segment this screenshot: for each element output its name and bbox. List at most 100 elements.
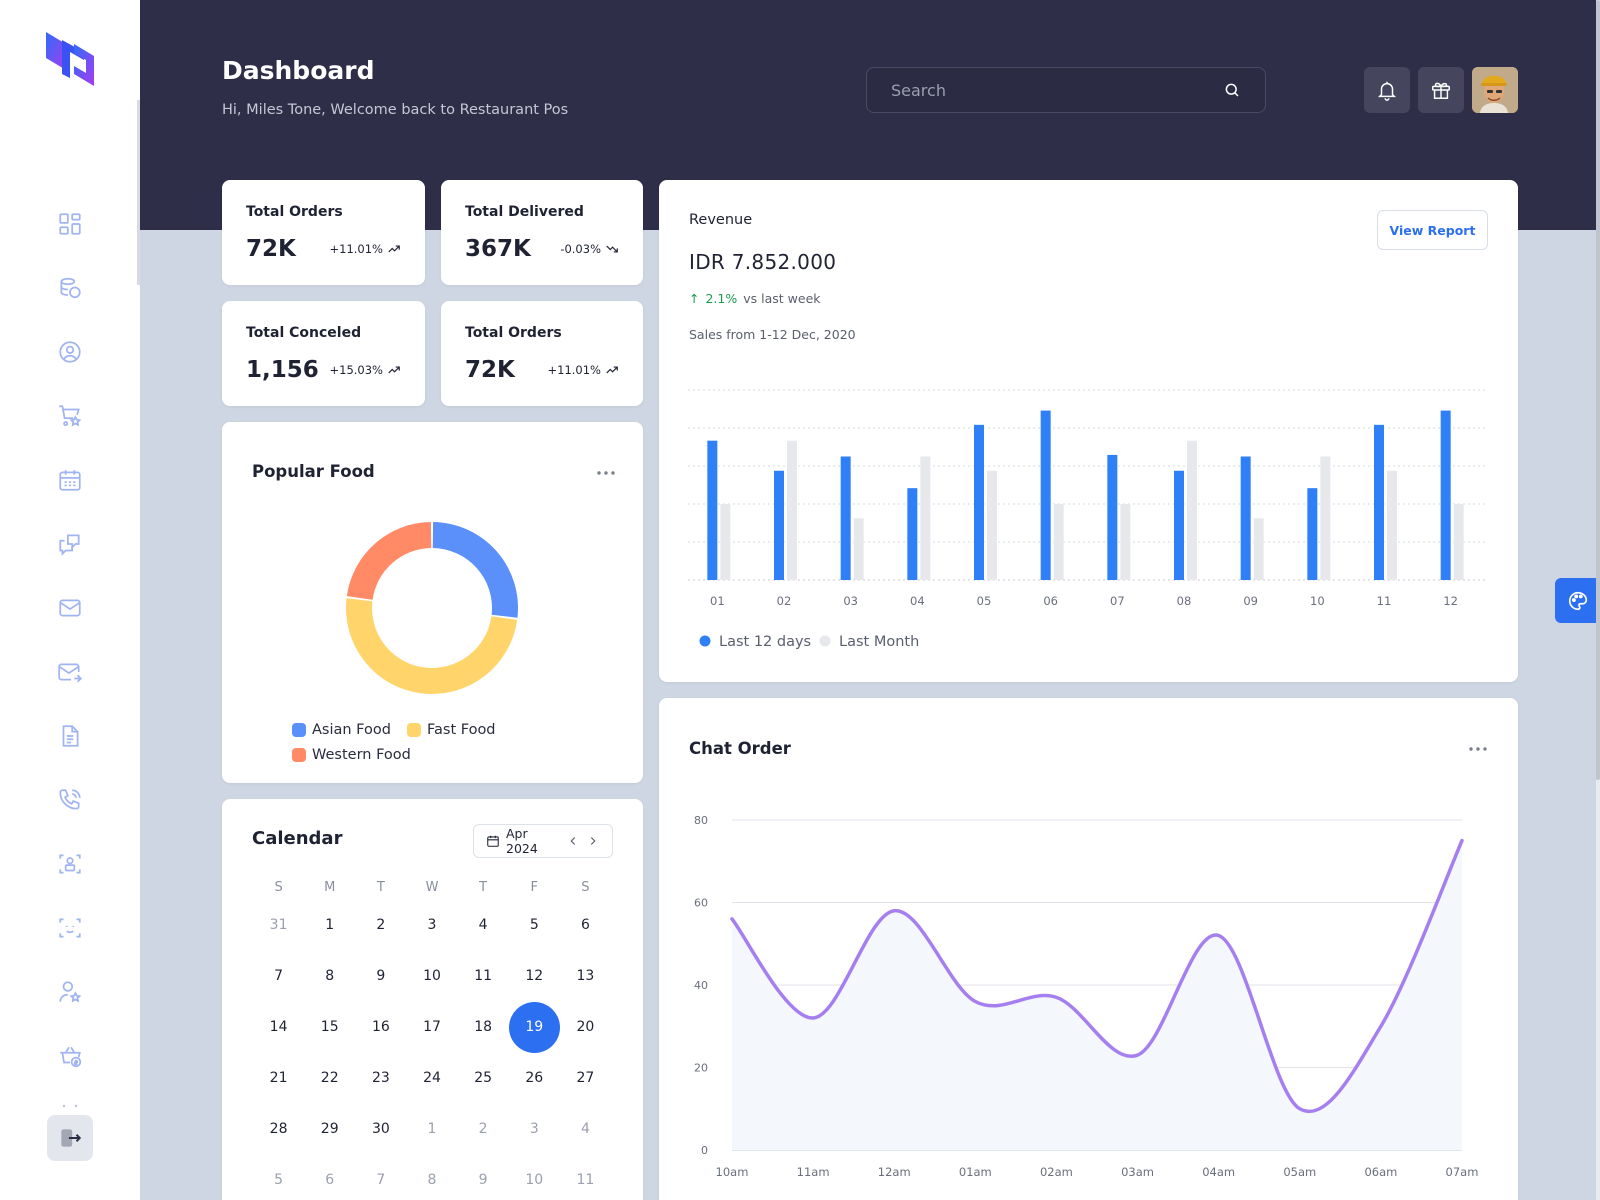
calendar-day[interactable]: 7: [376, 1172, 386, 1188]
sidebar-item-orders[interactable]: [46, 394, 94, 438]
calendar-day[interactable]: 4: [580, 1121, 590, 1137]
x-tick-label: 05am: [1283, 1165, 1316, 1179]
calendar-day[interactable]: 22: [320, 1070, 339, 1086]
calendar-day[interactable]: 11: [474, 968, 493, 984]
theme-customizer-button[interactable]: [1555, 578, 1600, 623]
x-tick-label: 06am: [1364, 1165, 1397, 1179]
next-month-button[interactable]: [586, 834, 600, 848]
calendar-day[interactable]: 8: [427, 1172, 437, 1188]
donut-slice-western-food: [346, 522, 432, 600]
calendar-day[interactable]: 25: [474, 1070, 493, 1086]
sidebar-item-calls[interactable]: [46, 778, 94, 822]
bar-last-month-02: [787, 440, 797, 580]
calendar-day[interactable]: 16: [371, 1019, 390, 1035]
calendar-day[interactable]: 20: [576, 1019, 595, 1035]
legend-item-fast-food: Fast Food: [407, 722, 496, 738]
legend-label: Fast Food: [427, 722, 496, 738]
page-scrollbar-thumb[interactable]: [1596, 0, 1600, 780]
calendar-day[interactable]: 13: [576, 968, 595, 984]
calendar-day[interactable]: 6: [325, 1172, 335, 1188]
mail-send-icon: [58, 663, 83, 683]
x-tick-label: 05: [977, 594, 992, 608]
sidebar-item-mail[interactable]: [46, 586, 94, 630]
calendar-day[interactable]: 27: [576, 1070, 595, 1086]
bar-last-month-06: [1053, 504, 1064, 580]
donut-slice-asian-food: [432, 522, 518, 618]
calendar-day[interactable]: 24: [423, 1070, 441, 1086]
x-tick-label: 07am: [1446, 1165, 1479, 1179]
sidebar-item-mail-send[interactable]: [46, 650, 94, 694]
stat-value: 72K: [246, 236, 296, 262]
sidebar-item-staff[interactable]: [46, 970, 94, 1014]
avatar[interactable]: [1472, 67, 1518, 113]
calendar-day[interactable]: 18: [474, 1019, 493, 1035]
calendar-card: [222, 799, 643, 1200]
popular-food-title: Popular Food: [252, 462, 375, 481]
app-logo[interactable]: [44, 30, 96, 88]
stat-change: -0.03%: [560, 242, 619, 256]
calendar-day[interactable]: 1: [325, 917, 335, 933]
calendar-day[interactable]: 3: [427, 917, 437, 933]
calendar-day[interactable]: 12: [525, 968, 544, 984]
logout-icon: [61, 1129, 82, 1147]
sidebar-item-documents[interactable]: [46, 714, 94, 758]
sidebar-item-security[interactable]: [46, 842, 94, 886]
view-report-button[interactable]: View Report: [1377, 210, 1488, 250]
page-scrollbar[interactable]: [1596, 0, 1600, 1200]
sidebar-item-chat[interactable]: [46, 522, 94, 566]
calendar-day-selected[interactable]: 19: [508, 1002, 560, 1053]
calendar-day[interactable]: 2: [376, 917, 386, 933]
trend-down-icon: [606, 245, 618, 253]
cart-star-icon: [59, 405, 82, 427]
sidebar-item-dashboard[interactable]: [46, 202, 94, 246]
calendar-day[interactable]: 9: [376, 968, 386, 984]
calendar-day[interactable]: 17: [423, 1019, 441, 1035]
calendar-day[interactable]: 2: [478, 1121, 488, 1137]
calendar-day[interactable]: 31: [269, 917, 288, 933]
sidebar-item-sales[interactable]: [46, 1034, 94, 1078]
calendar-day[interactable]: 15: [320, 1019, 339, 1035]
calendar-day[interactable]: 23: [371, 1070, 390, 1086]
stat-value: 1,156: [246, 357, 319, 383]
calendar-day[interactable]: 29: [320, 1121, 339, 1137]
chevron-right-icon: [590, 837, 596, 845]
calendar-day[interactable]: 21: [269, 1070, 288, 1086]
more-options-icon[interactable]: [595, 468, 617, 478]
stat-change-value: +15.03%: [329, 363, 384, 377]
notifications-button[interactable]: [1364, 67, 1410, 113]
calendar-day[interactable]: 6: [580, 917, 590, 933]
search-icon[interactable]: [1223, 81, 1241, 99]
calendar-day[interactable]: 10: [525, 1172, 544, 1188]
sidebar-item-database[interactable]: [46, 266, 94, 310]
search-bar[interactable]: [866, 67, 1266, 113]
calendar-day[interactable]: 7: [274, 968, 284, 984]
sidebar-item-face-scan[interactable]: [46, 906, 94, 950]
bar-last-12-days-06: [1040, 410, 1051, 580]
calendar-week: 28 29 30 1 2 3 4: [253, 1104, 611, 1155]
calendar-day[interactable]: 4: [478, 917, 488, 933]
month-picker[interactable]: Apr 2024: [473, 824, 613, 858]
sidebar-item-calendar[interactable]: [46, 458, 94, 502]
prev-month-button[interactable]: [566, 834, 580, 848]
more-options-icon[interactable]: [1467, 744, 1489, 754]
sidebar-scrollbar[interactable]: [137, 100, 140, 285]
calendar-day[interactable]: 30: [371, 1121, 390, 1137]
calendar-day[interactable]: 8: [325, 968, 335, 984]
legend-swatch: [292, 723, 306, 737]
calendar-day[interactable]: 11: [576, 1172, 595, 1188]
sidebar-item-profile[interactable]: [46, 330, 94, 374]
calendar-day[interactable]: 1: [427, 1121, 437, 1137]
calendar-day[interactable]: 10: [423, 968, 441, 984]
calendar-day[interactable]: 28: [269, 1121, 288, 1137]
x-tick-label: 09: [1243, 594, 1258, 608]
calendar-day[interactable]: 9: [478, 1172, 488, 1188]
calendar-day[interactable]: 3: [529, 1121, 539, 1137]
calendar-day[interactable]: 14: [269, 1019, 288, 1035]
logout-button[interactable]: [47, 1115, 93, 1161]
calendar-day[interactable]: 5: [529, 917, 539, 933]
search-input[interactable]: [891, 80, 1223, 100]
calendar-day[interactable]: 5: [274, 1172, 284, 1188]
gifts-button[interactable]: [1418, 67, 1464, 113]
calendar-day[interactable]: 26: [525, 1070, 544, 1086]
revenue-period: Sales from 1-12 Dec, 2020: [689, 327, 856, 342]
